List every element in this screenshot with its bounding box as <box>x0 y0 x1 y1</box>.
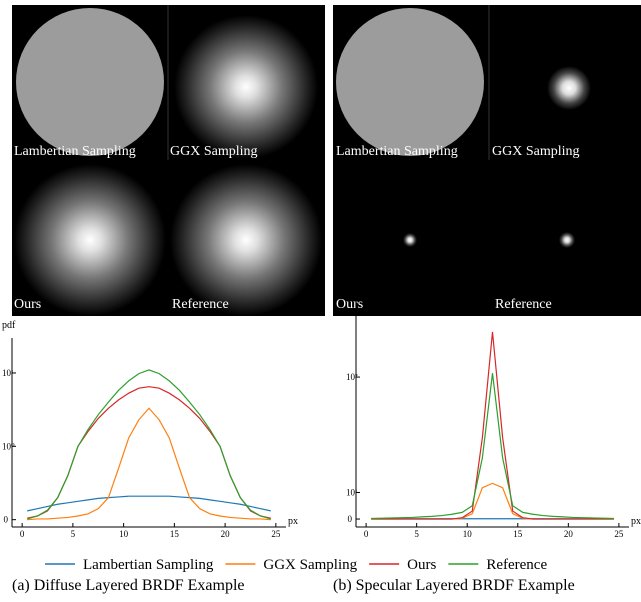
render <box>336 8 484 156</box>
x-tick-label: 5 <box>71 529 76 539</box>
y-tick-label: 10⁰ <box>2 441 15 451</box>
render <box>14 164 166 316</box>
chart: pdf px 0 10¹ 10² 0 5 10 15 20 25 <box>346 284 641 539</box>
render <box>403 233 417 247</box>
image-grid <box>12 5 325 316</box>
x-tick-label: 15 <box>513 529 523 539</box>
tile-label: Ours <box>336 297 363 312</box>
x-tick-label: 15 <box>170 529 180 539</box>
series-line <box>371 373 614 518</box>
y-axis-label: pdf <box>346 284 360 295</box>
tile-label: Lambertian Sampling <box>14 144 136 159</box>
tile-label: GGX Sampling <box>492 144 580 159</box>
chart: pdf px 0 10⁰ 10¹ 0 5 10 15 20 25 <box>2 320 298 539</box>
x-tick-label: 10 <box>463 529 473 539</box>
x-tick-label: 20 <box>221 529 231 539</box>
render <box>547 66 591 110</box>
legend-label: Reference <box>486 557 547 573</box>
series-line <box>27 387 271 519</box>
legend-label: Ours <box>407 557 436 573</box>
series-line <box>27 496 271 511</box>
tile-label: Reference <box>172 297 229 312</box>
x-tick-label: 25 <box>271 529 281 539</box>
tile-label: Ours <box>14 297 41 312</box>
tile-label: GGX Sampling <box>170 144 258 159</box>
y-axis-label: pdf <box>2 320 16 331</box>
y-tick-label: 10¹ <box>2 368 14 378</box>
tile-label: Lambertian Sampling <box>336 144 458 159</box>
x-tick-label: 0 <box>364 529 369 539</box>
series-line <box>371 483 614 519</box>
x-tick-label: 25 <box>614 529 624 539</box>
render <box>174 15 318 159</box>
x-axis-label: px <box>631 516 641 527</box>
y-tick-label: 0 <box>4 515 9 525</box>
legend-label: GGX Sampling <box>263 557 357 573</box>
render <box>559 232 575 248</box>
x-axis-label: px <box>288 516 298 527</box>
image-grid <box>333 5 641 316</box>
x-tick-label: 10 <box>119 529 129 539</box>
y-tick-label: 10² <box>346 372 358 382</box>
caption: (a) Diffuse Layered BRDF Example <box>12 577 245 594</box>
y-tick-label: 0 <box>348 514 353 524</box>
figure: Lambertian Sampling GGX Sampling Ours Refer… <box>0 0 641 602</box>
series-line <box>371 332 614 519</box>
legend-label: Lambertian Sampling <box>83 557 214 573</box>
render <box>16 8 164 156</box>
x-tick-label: 20 <box>564 529 574 539</box>
caption: (b) Specular Layered BRDF Example <box>333 577 575 594</box>
x-tick-label: 5 <box>414 529 419 539</box>
y-tick-label: 10¹ <box>346 487 358 497</box>
tile-label: Reference <box>495 297 552 312</box>
x-tick-label: 0 <box>20 529 25 539</box>
render <box>170 164 322 316</box>
